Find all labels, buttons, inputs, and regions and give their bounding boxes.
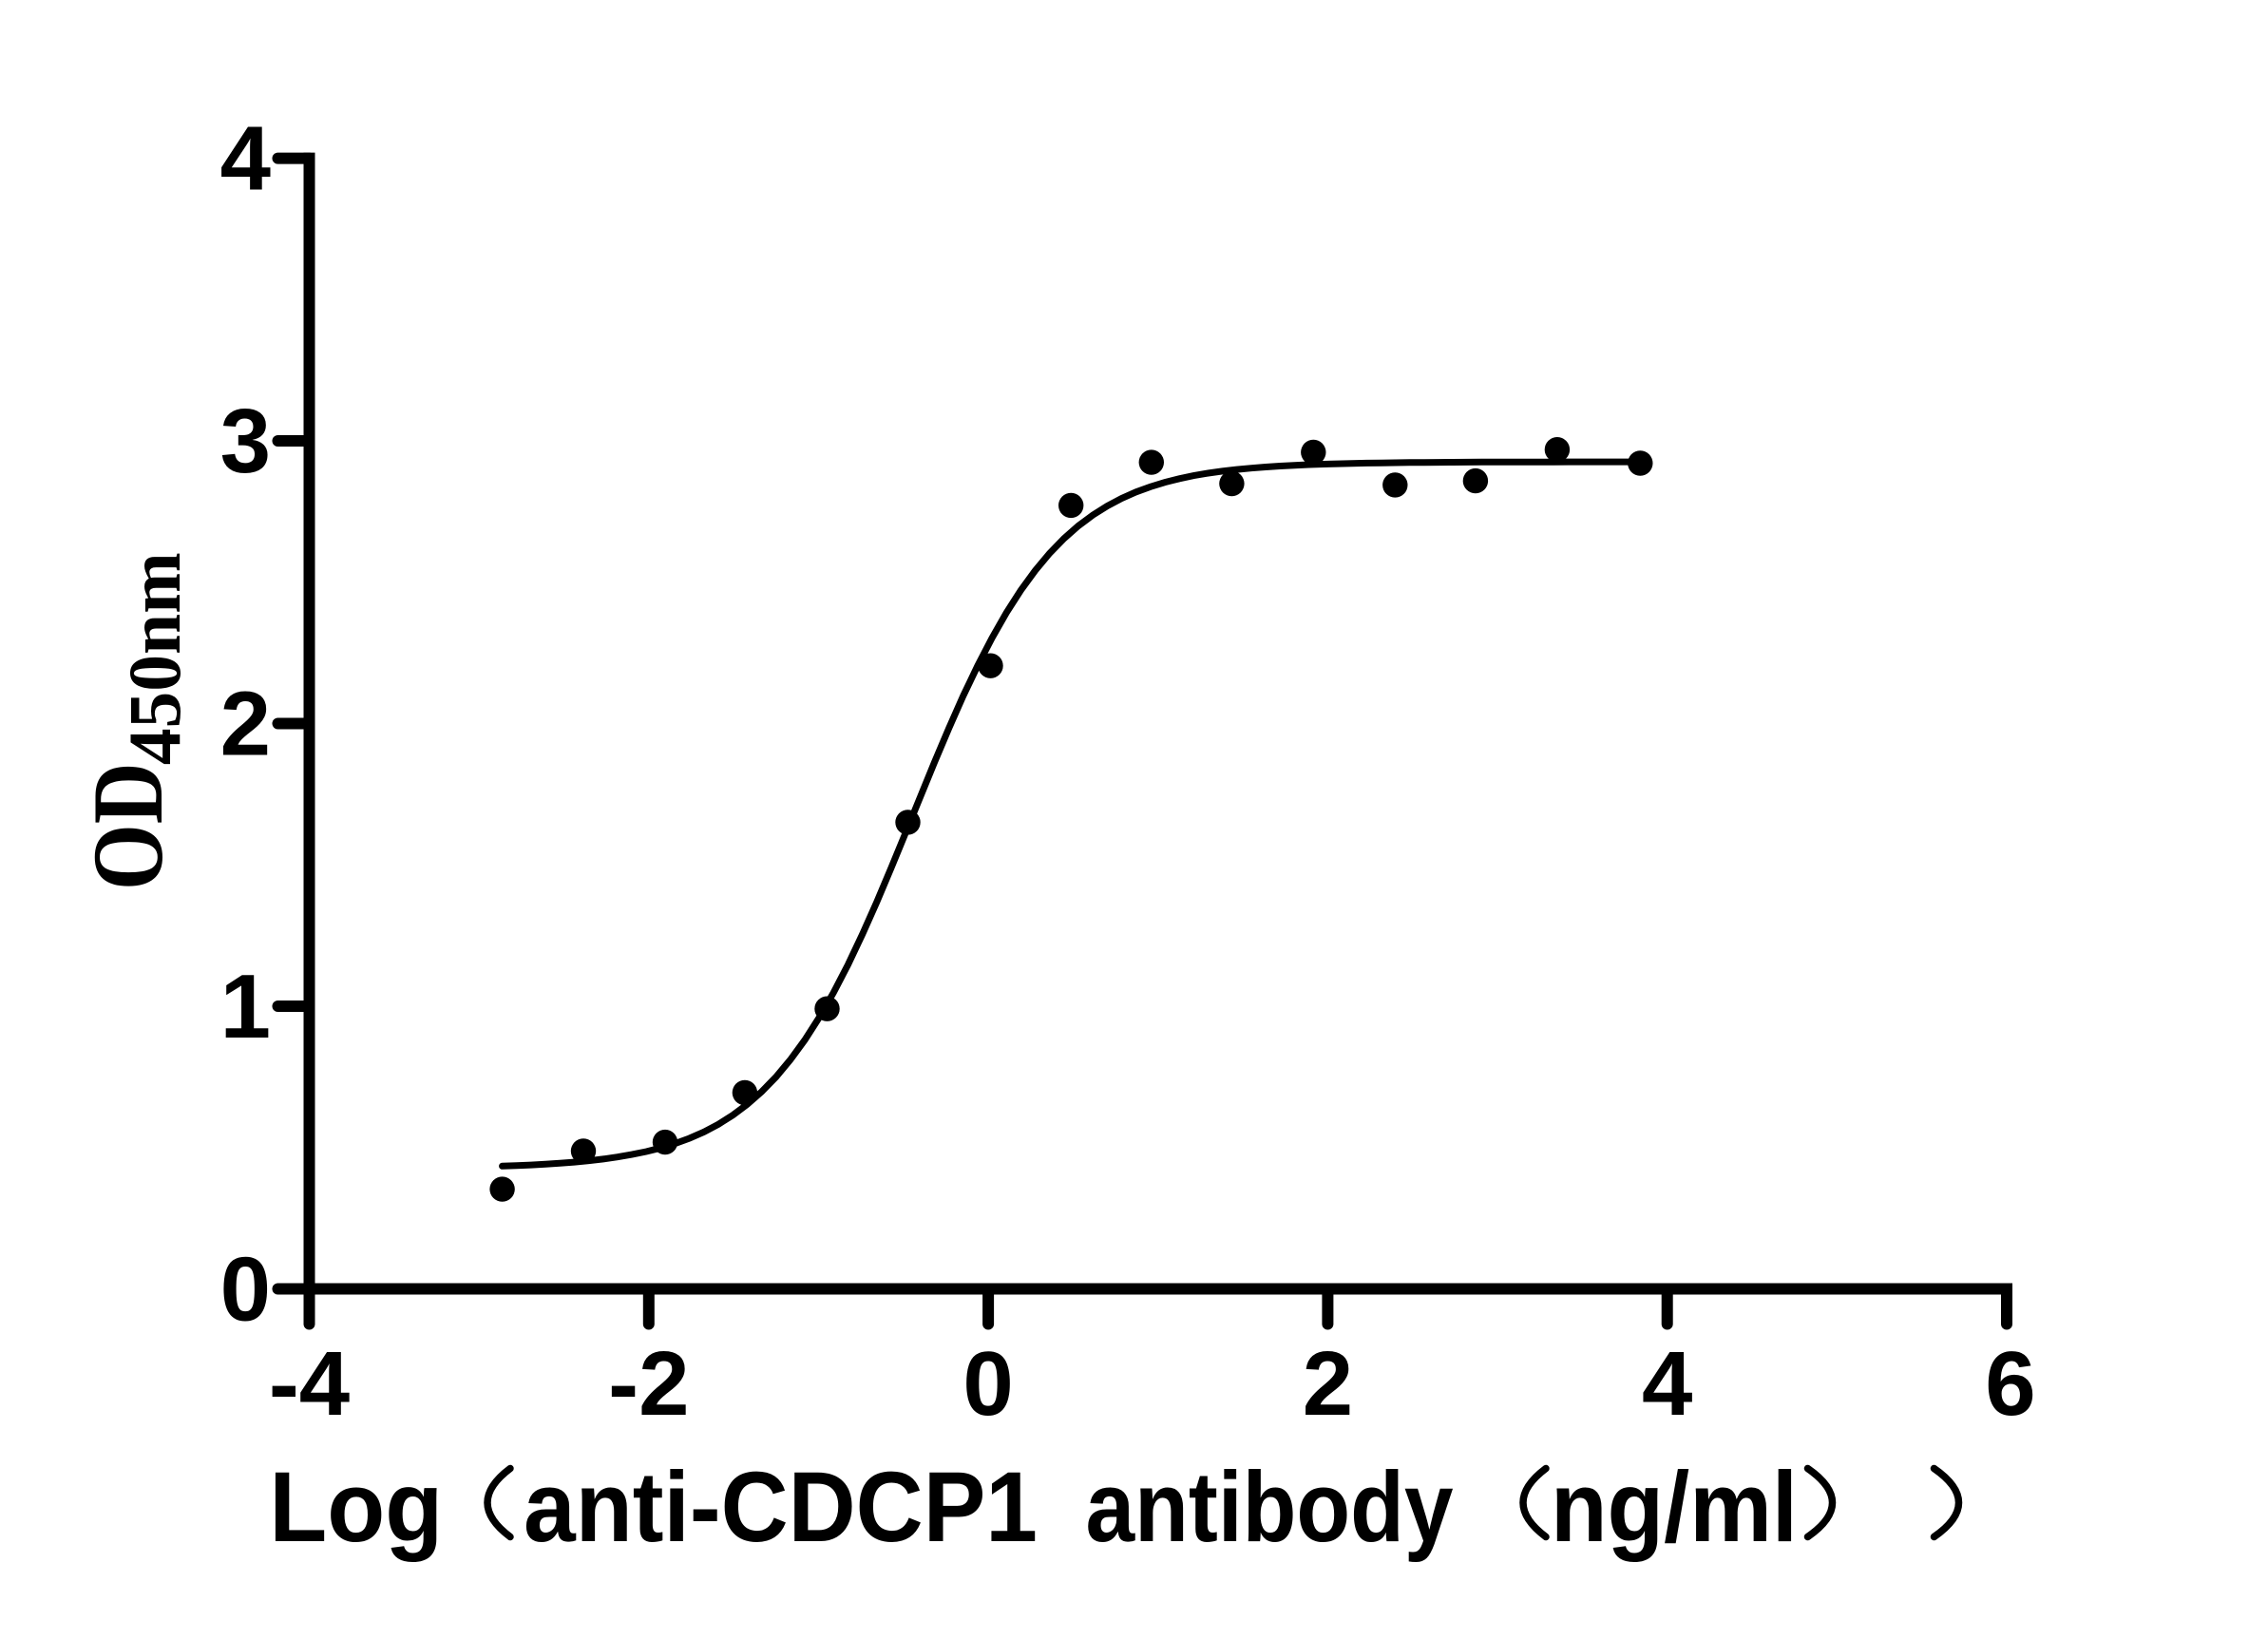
svg-text:anti-CDCP1: anti-CDCP1 — [524, 1452, 1038, 1563]
svg-text:2: 2 — [1303, 1333, 1353, 1435]
svg-text:-2: -2 — [608, 1333, 689, 1435]
svg-text:antibody: antibody — [1086, 1452, 1454, 1563]
svg-text:4: 4 — [220, 108, 271, 210]
svg-text:ng/ml: ng/ml — [1551, 1452, 1798, 1563]
svg-text:0: 0 — [220, 1239, 271, 1341]
svg-text:3: 3 — [220, 391, 271, 492]
svg-text:4: 4 — [1642, 1333, 1692, 1435]
svg-text:1: 1 — [220, 956, 271, 1058]
svg-text:6: 6 — [1985, 1333, 2035, 1435]
svg-text:Log: Log — [269, 1452, 443, 1563]
svg-text:2: 2 — [220, 674, 271, 775]
svg-text:0: 0 — [962, 1333, 1013, 1435]
svg-text:OD: OD — [72, 762, 183, 890]
svg-text:450nm: 450nm — [113, 552, 196, 765]
svg-text:-4: -4 — [269, 1333, 350, 1435]
